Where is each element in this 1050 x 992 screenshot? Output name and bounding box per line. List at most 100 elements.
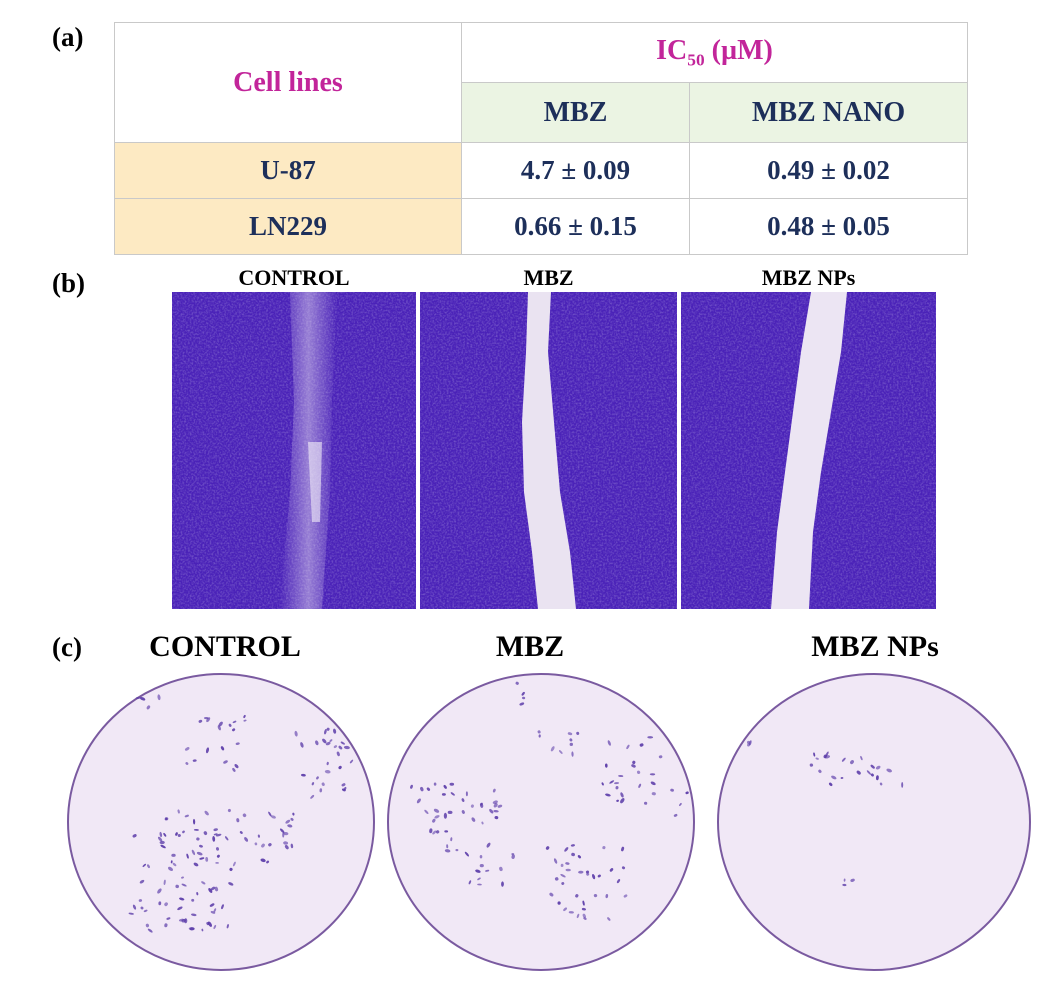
cell-mark [435, 830, 440, 834]
cell-mark [434, 815, 440, 819]
cell-mark [236, 818, 240, 823]
cell-mark [204, 810, 209, 816]
cell-mark [501, 881, 504, 887]
row-label-ln229: LN229 [114, 198, 462, 255]
cell-mark [650, 781, 656, 786]
cell-mark [223, 760, 228, 764]
cell-mark [522, 696, 526, 700]
cell-mark [560, 863, 564, 867]
cell-lines-header: Cell lines [114, 22, 462, 143]
cell-mark [470, 804, 474, 808]
cell-mark [283, 841, 289, 845]
cell-mark [616, 879, 621, 884]
cell-mark [561, 882, 565, 885]
cell-mark [244, 837, 249, 842]
cell-mark [604, 763, 608, 768]
panel-label-a: (a) [52, 22, 84, 52]
cell-mark [499, 866, 503, 872]
cell-mark [658, 755, 663, 759]
cell-mark [167, 866, 174, 872]
cell-mark [213, 828, 218, 832]
cell-mark [341, 783, 346, 787]
transwell-image-control [66, 672, 376, 972]
cell-mark [175, 832, 178, 836]
cell-mark [209, 903, 215, 907]
cell-mark [651, 792, 656, 796]
cell-mark [465, 791, 468, 797]
cell-mark [201, 928, 204, 932]
cell-mark [813, 752, 816, 757]
cell-mark [268, 843, 272, 847]
cell-mark [235, 742, 240, 745]
cell-mark [221, 904, 224, 910]
cell-mark [232, 767, 236, 772]
cell-mark [227, 808, 231, 813]
cell-mark [220, 746, 225, 751]
cell-mark [243, 714, 246, 719]
cell-mark [159, 831, 163, 838]
cell-mark [860, 755, 863, 761]
cell-mark [647, 736, 654, 739]
cell-mark [205, 857, 209, 862]
table-cell: 0.66 ± 0.15 [461, 198, 690, 255]
cell-mark [649, 773, 656, 776]
cell-mark [605, 793, 611, 797]
cell-mark [199, 844, 203, 848]
cell-mark [616, 799, 619, 802]
cell-mark [870, 773, 874, 777]
wound-title-mbz-nps: MBZ NPs [761, 265, 856, 290]
transwell-image-mbz-nps [714, 672, 1032, 972]
col-header-mbz: MBZ [461, 82, 690, 143]
cell-mark [271, 815, 276, 819]
cell-mark [301, 773, 306, 777]
cell-mark [213, 833, 218, 836]
cell-mark [850, 878, 855, 882]
cell-mark [178, 918, 185, 922]
cell-mark [311, 782, 315, 786]
cell-mark [179, 897, 185, 901]
cell-mark [164, 817, 168, 821]
cell-mark [477, 883, 482, 886]
cell-mark [623, 894, 628, 898]
cell-mark [349, 759, 354, 764]
cell-mark [226, 924, 229, 929]
cell-mark [749, 740, 752, 746]
cell-mark [324, 769, 331, 774]
cell-mark [493, 803, 498, 808]
cell-mark [213, 908, 217, 913]
cell-mark [185, 762, 189, 765]
cell-mark [243, 719, 247, 722]
cell-mark [602, 846, 606, 850]
cell-mark [870, 764, 875, 769]
cell-mark [620, 798, 625, 804]
cell-mark [338, 745, 343, 750]
cell-mark [191, 898, 195, 902]
cell-mark [563, 907, 567, 912]
cell-mark [581, 907, 586, 911]
cell-mark [234, 764, 239, 769]
cell-mark [569, 742, 573, 746]
cell-mark [184, 747, 190, 751]
cell-mark [290, 817, 294, 821]
cell-mark [164, 902, 168, 907]
cell-mark [489, 808, 494, 814]
cell-mark [564, 847, 569, 852]
cell-mark [186, 853, 189, 859]
cell-mark [212, 836, 216, 842]
cell-mark [670, 788, 674, 792]
cell-mark [866, 770, 872, 775]
cell-mark [157, 694, 161, 701]
cell-mark [875, 765, 881, 770]
cell-mark [310, 794, 315, 799]
cell-mark [157, 888, 162, 894]
cell-mark [290, 843, 294, 849]
cell-mark [300, 742, 304, 748]
cell-mark [609, 868, 614, 872]
cell-mark [875, 775, 879, 781]
cell-mark [850, 760, 854, 765]
cell-mark [171, 853, 176, 857]
cell-mark [132, 834, 137, 838]
cell-mark [586, 872, 590, 876]
cell-mark [325, 741, 331, 746]
cell-mark [177, 833, 181, 838]
